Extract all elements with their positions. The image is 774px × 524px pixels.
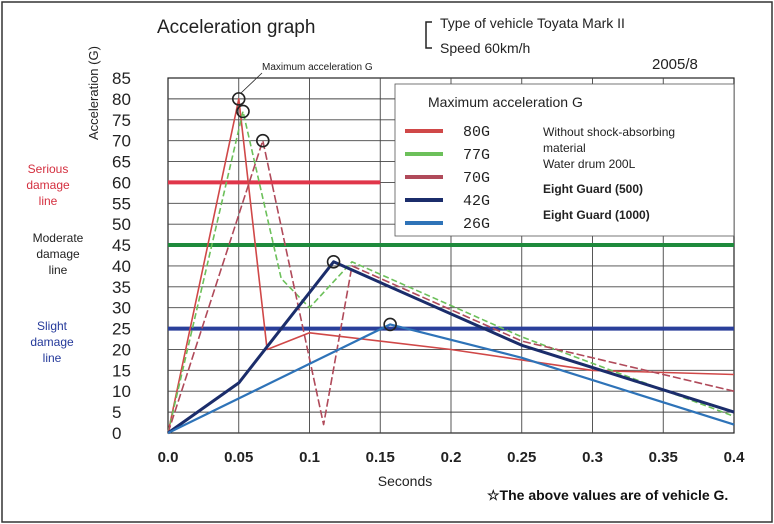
- y-tick-label: 35: [112, 278, 131, 297]
- legend-value: 70G: [463, 170, 490, 187]
- y-tick-label: 0: [112, 424, 121, 443]
- series-line: [167, 110, 735, 434]
- legend-label: Water drum 200L: [543, 157, 636, 171]
- y-tick-label: 75: [112, 111, 131, 130]
- x-tick-labels: 0.0 0.05 0.1 0.15 0.2 0.25 0.3 0.35 0.4: [158, 449, 746, 466]
- legend-value: 80G: [463, 124, 490, 141]
- x-tick-label: 0.15: [366, 449, 395, 466]
- damage-label-moderate: Moderate damage line: [33, 231, 84, 277]
- y-tick-label: 65: [112, 153, 131, 172]
- peak-markers: [231, 92, 397, 332]
- peak-marker: [236, 104, 250, 119]
- legend-value: 42G: [463, 193, 490, 210]
- y-tick-label: 15: [112, 361, 131, 380]
- svg-text:damage: damage: [26, 178, 70, 192]
- y-tick-label: 60: [112, 173, 131, 192]
- legend-label: Without shock-absorbing material: [543, 125, 675, 155]
- legend-value: 26G: [463, 216, 490, 233]
- x-tick-label: 0.0: [158, 449, 179, 466]
- svg-text:Moderate: Moderate: [33, 231, 84, 245]
- svg-text:Serious: Serious: [28, 162, 69, 176]
- legend-title: Maximum acceleration G: [428, 94, 583, 110]
- damage-label-slight: Slight damage line: [30, 319, 74, 365]
- y-tick-label: 40: [112, 257, 131, 276]
- peak-marker: [231, 92, 246, 106]
- y-axis-label: Acceleration (G): [86, 46, 101, 140]
- legend: 80G 77G 70G 42G 26G Without shock-absorbing ma…: [405, 124, 675, 233]
- y-tick-label: 20: [112, 340, 131, 359]
- peak-annotation-leader: [240, 72, 263, 94]
- y-tick-label: 10: [112, 382, 131, 401]
- legend-label: Eight Guard (500): [543, 182, 643, 196]
- svg-text:damage: damage: [36, 247, 80, 261]
- series-line: [167, 323, 735, 434]
- chart-title: Acceleration graph: [157, 17, 315, 38]
- damage-lines: [168, 180, 734, 331]
- peak-marker: [383, 317, 397, 332]
- x-axis-label: Seconds: [378, 473, 432, 489]
- y-tick-label: 50: [112, 215, 131, 234]
- x-tick-label: 0.25: [507, 449, 536, 466]
- series-lines: [167, 98, 735, 435]
- x-tick-label: 0.1: [299, 449, 320, 466]
- series-line: [167, 98, 735, 434]
- svg-text:Slight: Slight: [37, 319, 68, 333]
- vehicle-speed: Speed 60km/h: [440, 40, 530, 56]
- svg-text:line: line: [49, 263, 68, 277]
- peak-annotation: Maximum acceleration G: [262, 62, 373, 73]
- peak-marker: [326, 254, 341, 269]
- x-tick-label: 0.4: [724, 449, 746, 466]
- y-tick-label: 55: [112, 194, 131, 213]
- peak-marker: [256, 133, 270, 148]
- y-tick-label: 30: [112, 299, 131, 318]
- x-tick-label: 0.35: [649, 449, 678, 466]
- y-tick-label: 85: [112, 69, 131, 88]
- legend-box: [394, 83, 735, 237]
- y-tick-label: 45: [112, 236, 131, 255]
- x-tick-label: 0.3: [582, 449, 603, 466]
- legend-label: Eight Guard (1000): [543, 208, 650, 222]
- damage-label-serious: Serious damage line: [26, 162, 70, 208]
- legend-value: 77G: [463, 147, 490, 164]
- series-line: [167, 139, 735, 434]
- x-tick-label: 0.2: [441, 449, 462, 466]
- y-tick-label: 70: [112, 132, 131, 151]
- y-tick-label: 5: [112, 403, 121, 422]
- y-tick-label: 25: [112, 320, 131, 339]
- chart-date: 2005/8: [652, 56, 698, 73]
- vehicle-type: Type of vehicle Toyata Mark II: [440, 15, 625, 31]
- x-tick-label: 0.05: [224, 449, 253, 466]
- info-bracket: [425, 21, 432, 49]
- svg-text:line: line: [39, 194, 58, 208]
- series-line: [167, 260, 735, 435]
- svg-text:line: line: [43, 351, 62, 365]
- svg-text:damage: damage: [30, 335, 74, 349]
- y-tick-label: 80: [112, 90, 131, 109]
- footnote: ☆The above values are of vehicle G.: [487, 487, 728, 503]
